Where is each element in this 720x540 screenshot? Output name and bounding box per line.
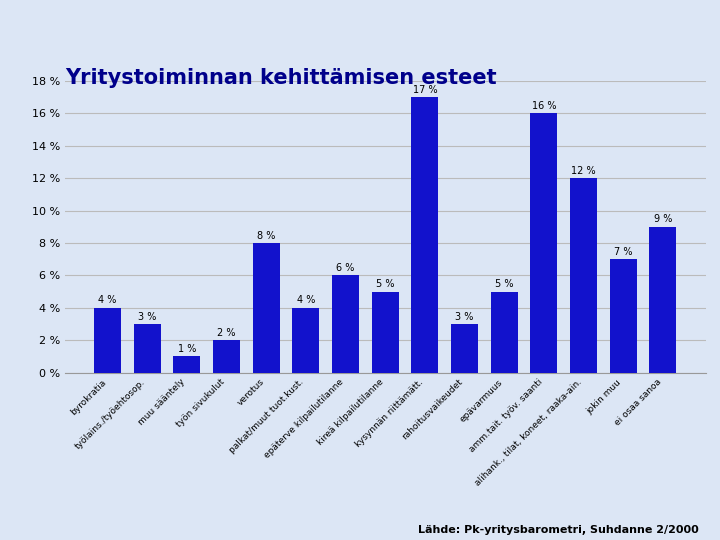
Bar xyxy=(491,292,518,373)
Bar xyxy=(292,308,320,373)
Text: 4 %: 4 % xyxy=(98,295,117,306)
Text: 16 %: 16 % xyxy=(531,101,556,111)
Text: 6 %: 6 % xyxy=(336,263,355,273)
Bar xyxy=(174,356,200,373)
Bar xyxy=(570,178,597,373)
Bar xyxy=(94,308,121,373)
Bar xyxy=(253,243,279,373)
Text: 8 %: 8 % xyxy=(257,231,275,241)
Text: Lähde: Pk-yritysbarometri, Suhdanne 2/2000: Lähde: Pk-yritysbarometri, Suhdanne 2/20… xyxy=(418,524,698,535)
Bar xyxy=(649,227,677,373)
Bar xyxy=(451,324,478,373)
Text: 17 %: 17 % xyxy=(413,85,437,95)
Text: 3 %: 3 % xyxy=(455,312,474,321)
Text: 9 %: 9 % xyxy=(654,214,672,225)
Bar xyxy=(134,324,161,373)
Text: 2 %: 2 % xyxy=(217,328,235,338)
Text: Yritystoiminnan kehittämisen esteet: Yritystoiminnan kehittämisen esteet xyxy=(65,68,496,87)
Text: 7 %: 7 % xyxy=(614,247,633,256)
Bar xyxy=(610,259,636,373)
Bar xyxy=(531,113,557,373)
Bar xyxy=(411,97,438,373)
Text: 1 %: 1 % xyxy=(178,344,196,354)
Text: 4 %: 4 % xyxy=(297,295,315,306)
Text: 5 %: 5 % xyxy=(495,279,513,289)
Text: 5 %: 5 % xyxy=(376,279,395,289)
Bar xyxy=(372,292,399,373)
Bar xyxy=(332,275,359,373)
Text: 12 %: 12 % xyxy=(571,166,596,176)
Text: 3 %: 3 % xyxy=(138,312,156,321)
Bar xyxy=(213,340,240,373)
